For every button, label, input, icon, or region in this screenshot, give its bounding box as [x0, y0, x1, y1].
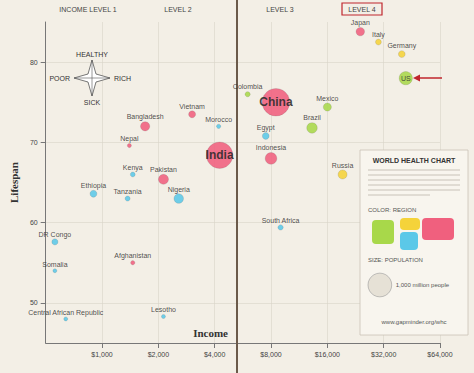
- svg-text:80: 80: [30, 59, 38, 66]
- svg-text:Nepal: Nepal: [120, 135, 139, 143]
- svg-text:US: US: [401, 75, 411, 82]
- svg-text:$4,000: $4,000: [204, 351, 226, 358]
- svg-text:Bangladesh: Bangladesh: [127, 113, 164, 121]
- svg-text:Indonesia: Indonesia: [256, 144, 286, 151]
- svg-text:Vietnam: Vietnam: [179, 103, 205, 110]
- svg-text:Mexico: Mexico: [316, 95, 338, 102]
- svg-text:Somalia: Somalia: [42, 261, 67, 268]
- svg-text:LEVEL 4: LEVEL 4: [348, 6, 375, 13]
- svg-text:Russia: Russia: [332, 162, 354, 169]
- svg-text:Lifespan: Lifespan: [8, 162, 20, 203]
- svg-text:Egypt: Egypt: [257, 124, 275, 132]
- svg-text:$8,000: $8,000: [260, 351, 282, 358]
- svg-text:Afghanistan: Afghanistan: [114, 252, 151, 260]
- svg-text:POOR: POOR: [49, 75, 70, 82]
- svg-text:$32,000: $32,000: [371, 351, 396, 358]
- svg-text:DR Congo: DR Congo: [39, 231, 72, 239]
- svg-text:HEALTHY: HEALTHY: [76, 51, 108, 58]
- svg-text:$1,000: $1,000: [91, 351, 113, 358]
- svg-text:LEVEL 3: LEVEL 3: [266, 6, 293, 13]
- svg-text:$16,000: $16,000: [315, 351, 340, 358]
- svg-text:India: India: [206, 148, 234, 162]
- svg-text:$2,000: $2,000: [148, 351, 170, 358]
- svg-text:www.gapminder.org/whc: www.gapminder.org/whc: [380, 319, 446, 325]
- svg-text:Japan: Japan: [351, 19, 370, 27]
- svg-text:Pakistan: Pakistan: [150, 166, 177, 173]
- svg-text:COLOR: REGION: COLOR: REGION: [368, 207, 416, 213]
- svg-text:Italy: Italy: [372, 31, 385, 39]
- svg-text:Tanzania: Tanzania: [114, 188, 142, 195]
- svg-text:$64,000: $64,000: [427, 351, 452, 358]
- svg-text:Nigeria: Nigeria: [168, 186, 190, 194]
- svg-text:Income: Income: [193, 327, 228, 339]
- svg-text:Central African Republic: Central African Republic: [28, 309, 104, 317]
- svg-text:SICK: SICK: [84, 99, 101, 106]
- svg-text:50: 50: [30, 299, 38, 306]
- svg-text:Colombia: Colombia: [233, 83, 263, 90]
- svg-text:Ethiopia: Ethiopia: [81, 182, 106, 190]
- svg-text:LEVEL 2: LEVEL 2: [164, 6, 191, 13]
- svg-text:WORLD HEALTH CHART: WORLD HEALTH CHART: [373, 157, 456, 164]
- svg-text:Lesotho: Lesotho: [151, 306, 176, 313]
- svg-text:SIZE: POPULATION: SIZE: POPULATION: [368, 257, 423, 263]
- svg-text:60: 60: [30, 219, 38, 226]
- svg-text:Brazil: Brazil: [303, 114, 321, 121]
- svg-text:China: China: [259, 95, 293, 109]
- svg-text:Kenya: Kenya: [123, 164, 143, 172]
- svg-text:1,000 million people: 1,000 million people: [396, 282, 450, 288]
- svg-text:RICH: RICH: [114, 75, 131, 82]
- svg-text:South Africa: South Africa: [262, 217, 300, 224]
- svg-text:INCOME LEVEL 1: INCOME LEVEL 1: [59, 6, 116, 13]
- svg-text:Germany: Germany: [387, 42, 416, 50]
- svg-text:70: 70: [30, 139, 38, 146]
- svg-text:Morocco: Morocco: [205, 116, 232, 123]
